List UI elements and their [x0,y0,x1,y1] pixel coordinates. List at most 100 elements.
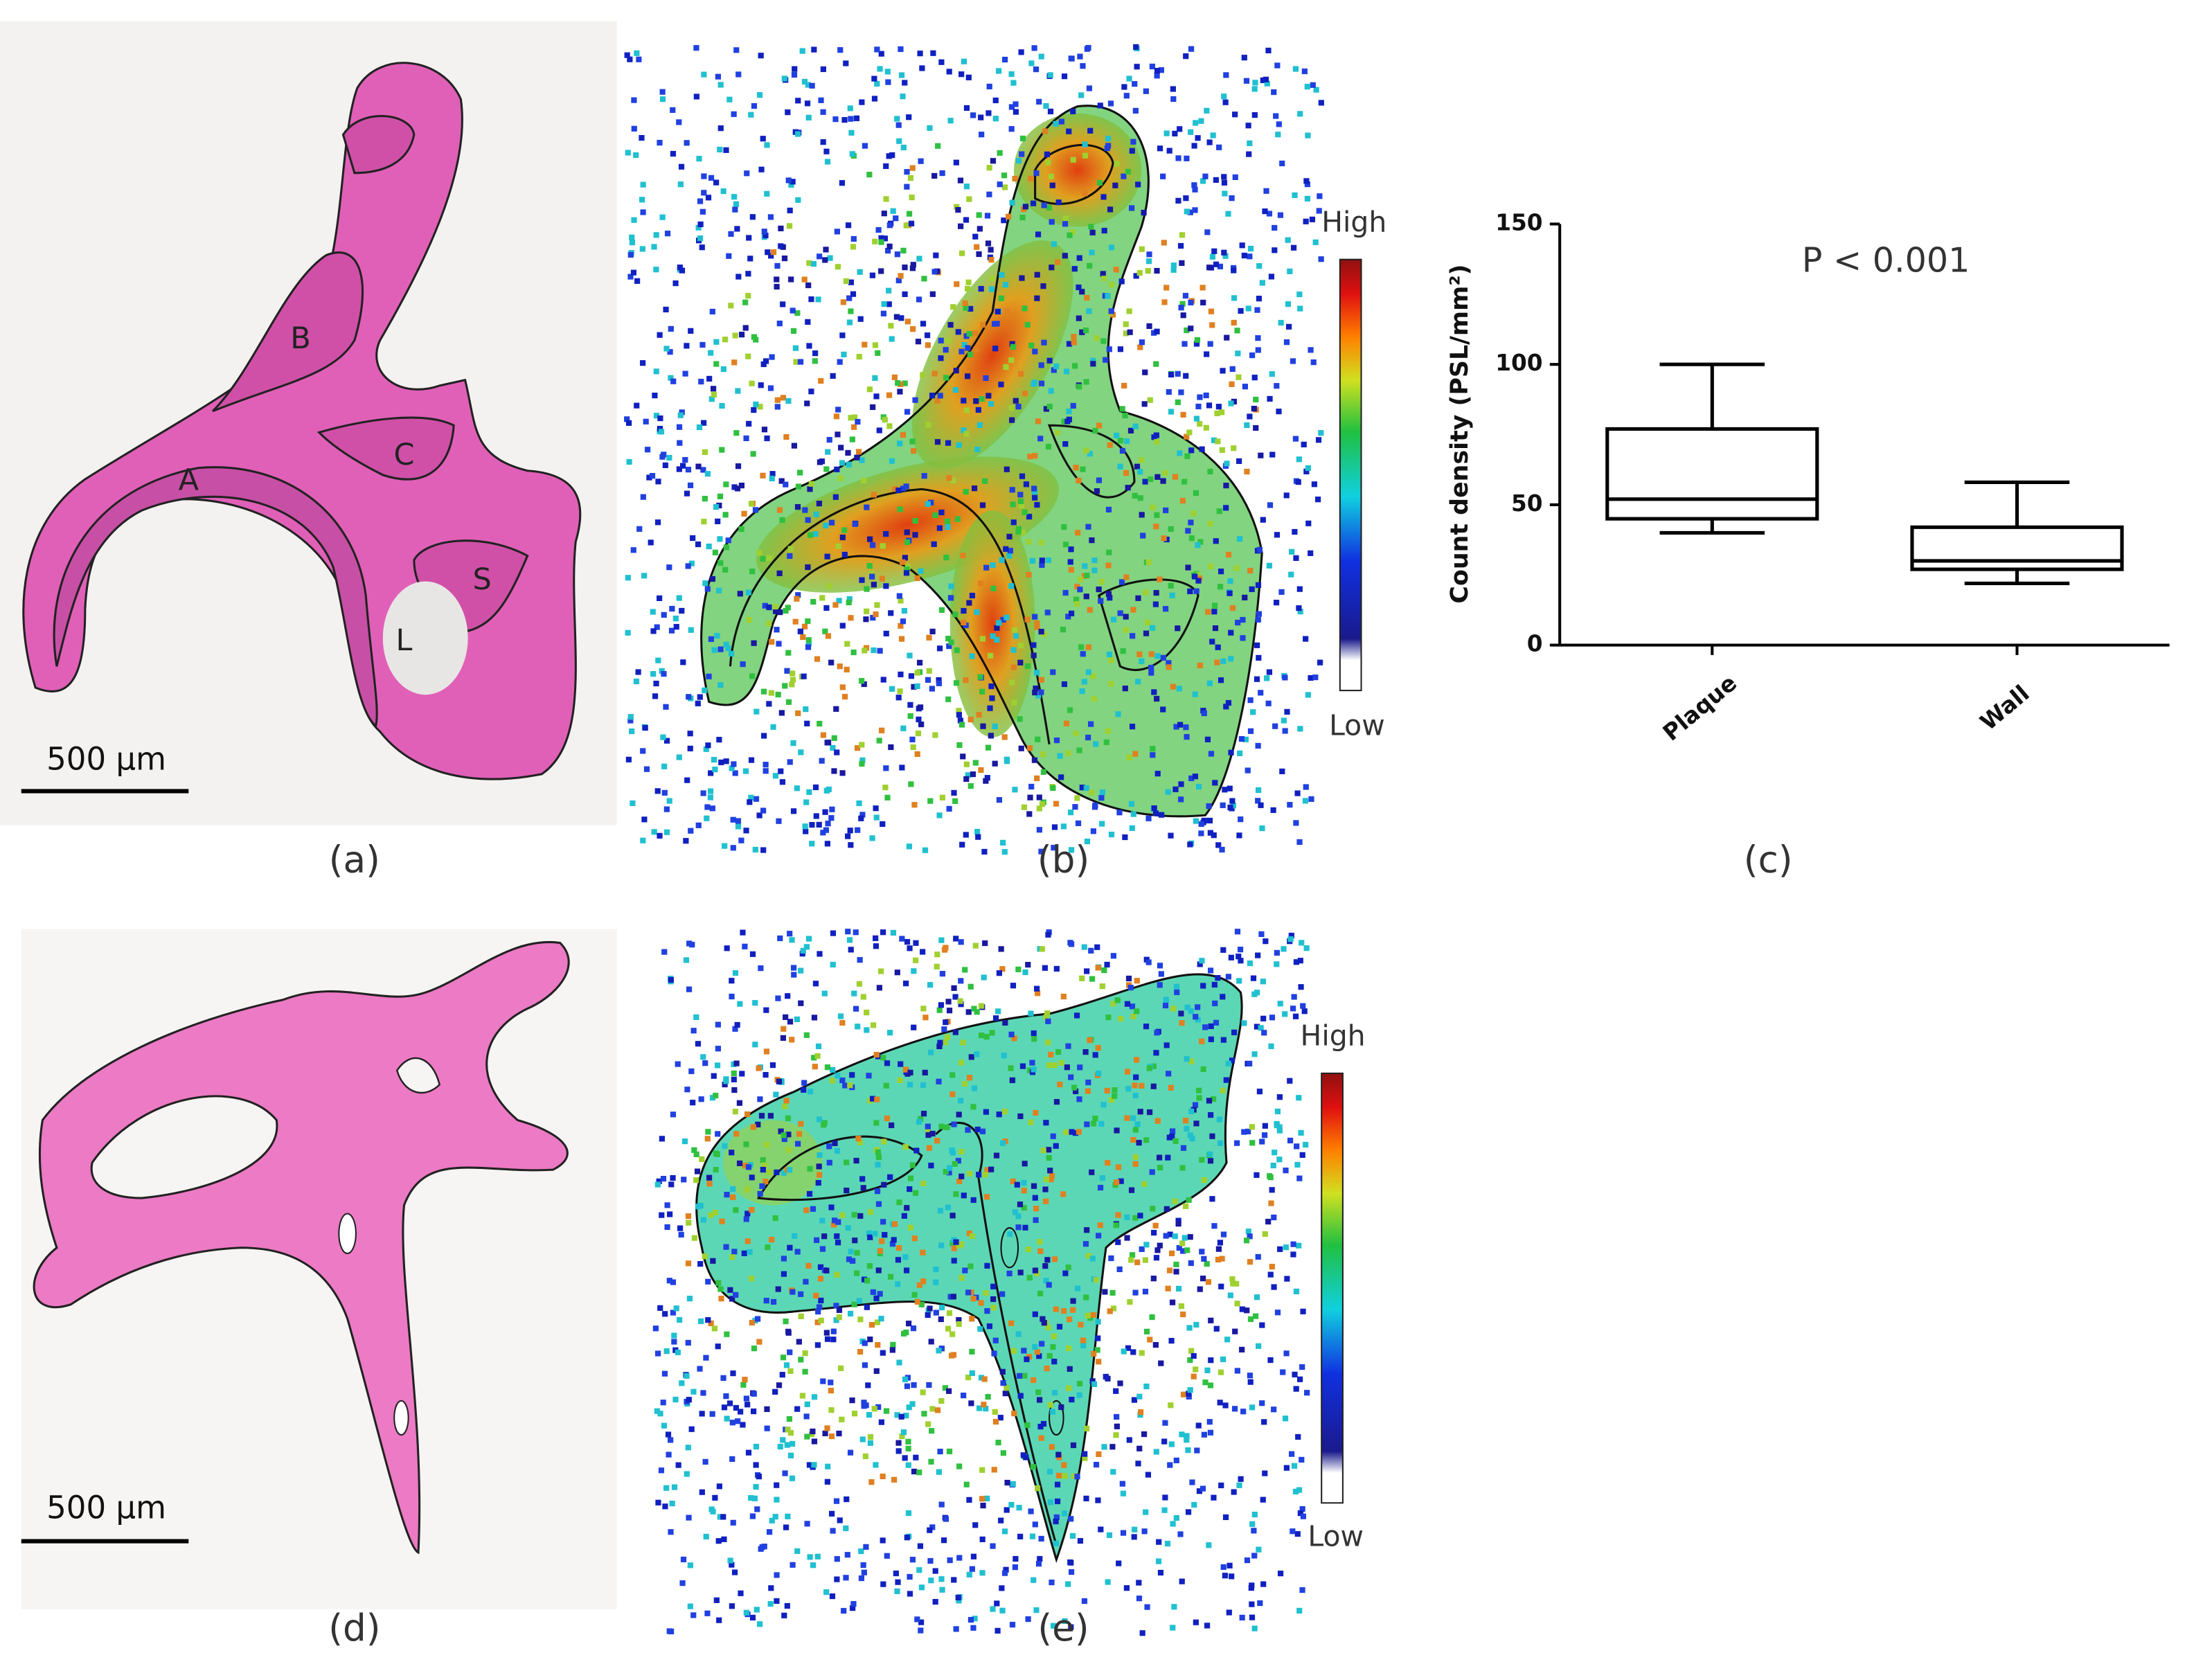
speckle [1168,1338,1175,1344]
speckle [803,944,810,950]
speckle [1262,1470,1268,1476]
speckle [900,1429,907,1436]
speckle [1266,211,1273,217]
speckle [1128,801,1135,807]
speckle [805,1262,812,1269]
speckle [1000,839,1006,846]
speckle [929,1130,936,1137]
speckle [749,1513,756,1519]
speckle [1173,1261,1179,1268]
speckle [717,560,724,566]
speckle [1011,627,1018,634]
speckle [1038,677,1045,683]
speckle [1211,437,1217,443]
speckle [899,559,906,565]
speckle [886,423,893,429]
speckle [711,391,717,397]
speckle [1185,1447,1191,1454]
speckle [1230,803,1236,809]
speckle [646,474,652,481]
y-tick-label: 50 [1511,490,1543,517]
speckle [1210,132,1216,138]
speckle [1235,619,1241,626]
speckle [1115,1239,1121,1245]
speckle [790,1440,796,1447]
speckle [687,482,694,488]
speckle [845,1225,851,1231]
speckle [1245,1128,1251,1135]
speckle [1033,1607,1040,1614]
speckle [952,611,958,618]
speckle [840,299,846,305]
speckle [1249,1140,1256,1146]
speckle [738,526,744,533]
speckle [956,742,963,749]
speckle [1002,282,1009,288]
speckle [803,828,809,834]
speckle [966,600,972,606]
speckle [1224,1337,1231,1343]
speckle [830,373,836,379]
speckle [918,1116,924,1122]
speckle [1008,126,1015,132]
speckle [1206,803,1212,810]
speckle [1108,244,1115,251]
speckle [956,1555,963,1561]
speckle [1220,947,1227,953]
speckle [938,1576,945,1582]
speckle [762,1162,768,1168]
speckle [1104,1087,1110,1094]
speckle [663,738,670,744]
speckle [953,680,960,686]
speckle [774,404,781,410]
speckle [1305,465,1312,471]
speckle [1130,1349,1136,1355]
speckle [832,116,839,123]
speckle [1004,1385,1010,1391]
speckle [1031,642,1037,648]
speckle [1166,1071,1172,1077]
speckle [960,1039,966,1046]
speckle [655,1499,661,1505]
speckle [934,951,940,958]
speckle [729,1562,735,1568]
speckle [877,647,883,654]
speckle [961,619,967,626]
speckle [1153,589,1159,596]
speckle [1183,724,1189,731]
speckle [727,1557,733,1564]
speckle [715,73,722,80]
speckle [1015,1331,1022,1337]
speckle [991,1467,997,1473]
speckle [1031,485,1037,492]
speckle [1318,429,1324,436]
speckle [801,1080,808,1086]
speckle [758,382,764,388]
speckle [951,789,957,796]
speckle [1036,827,1042,833]
speckle [1199,285,1206,291]
speckle [1185,564,1191,571]
speckle [724,1331,730,1337]
speckle [1195,578,1202,584]
scale-bar-label: 500 µm [46,1490,166,1526]
speckle [859,99,865,105]
speckle [1147,1337,1153,1343]
speckle [876,985,882,991]
speckle [824,159,831,165]
speckle [736,1160,743,1167]
speckle [1256,262,1263,269]
speckle [1135,181,1141,188]
speckle [1019,473,1026,479]
speckle [813,1292,819,1298]
speckle [1132,1082,1138,1089]
speckle [1251,112,1258,118]
speckle [1017,659,1024,665]
speckle [1195,1017,1201,1023]
speckle [889,336,895,342]
speckle [945,337,952,344]
speckle [936,1043,943,1050]
speckle [1236,978,1242,984]
speckle [896,593,902,599]
speckle [950,1294,956,1300]
